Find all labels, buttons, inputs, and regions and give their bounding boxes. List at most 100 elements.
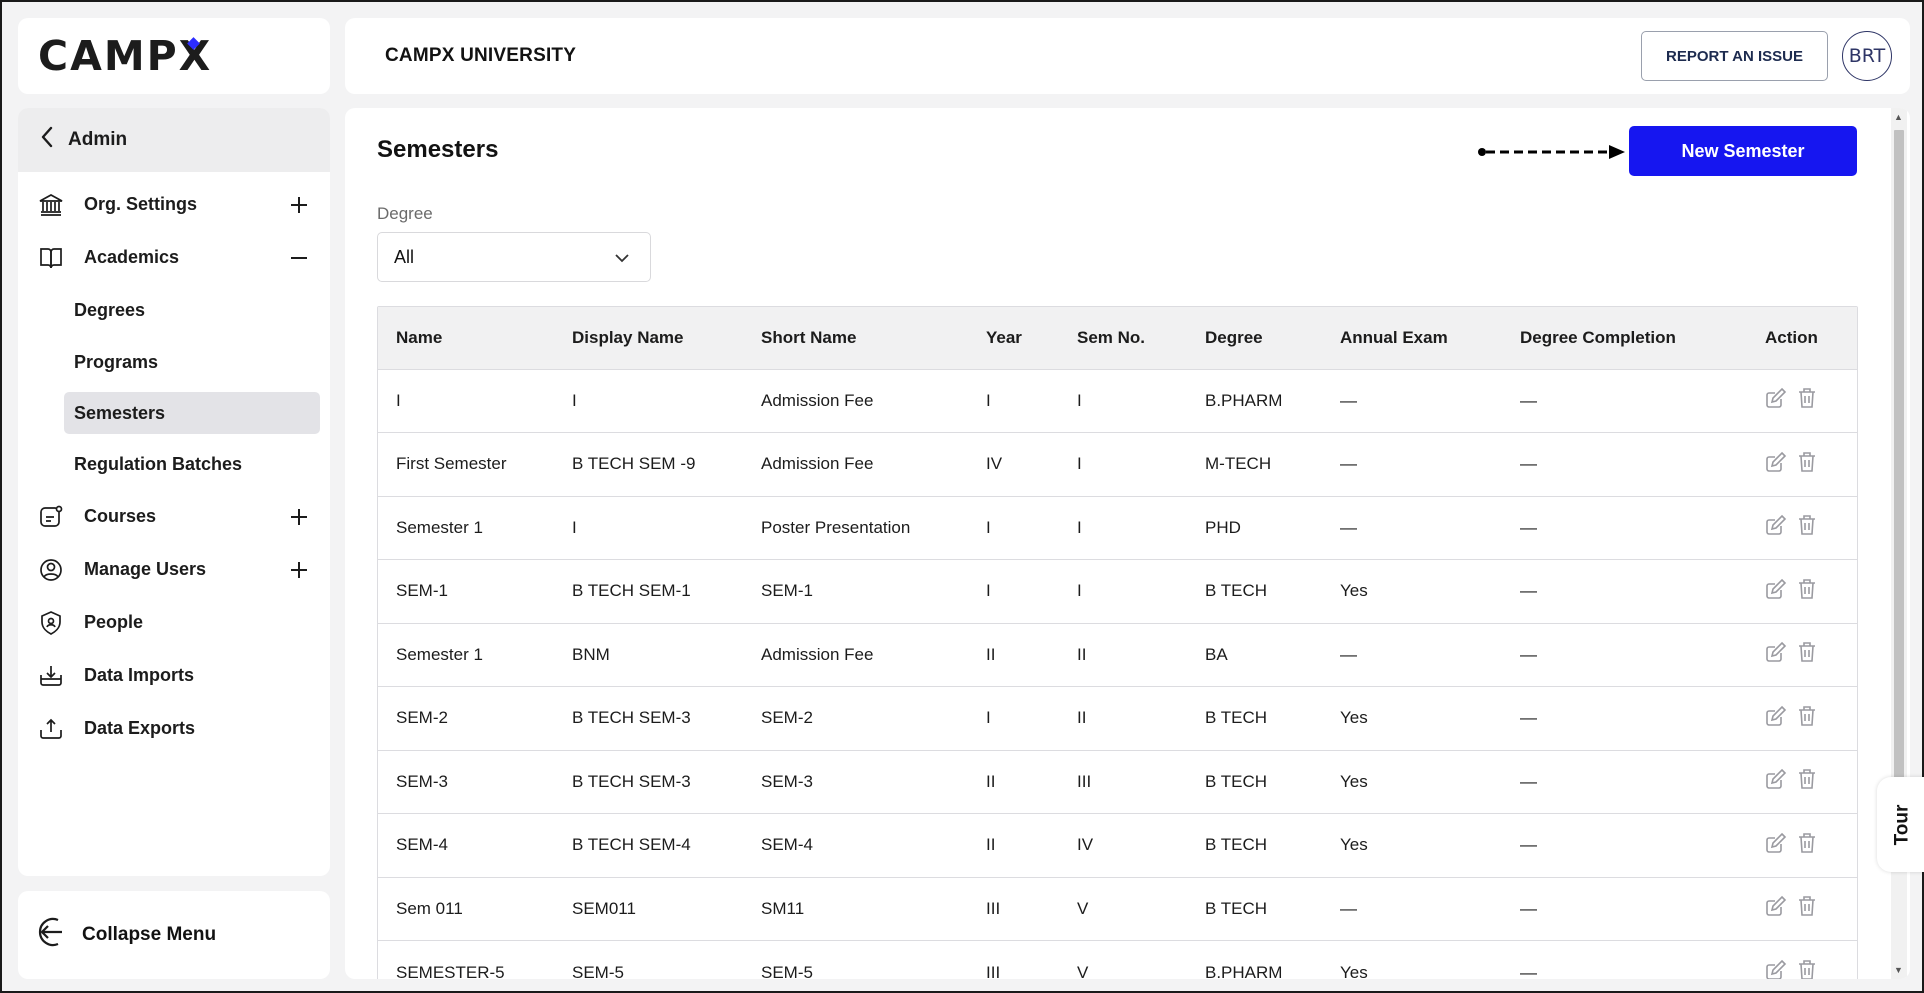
vertical-scrollbar[interactable]: ▲ ▼	[1891, 108, 1907, 979]
sidebar-subitem-semesters[interactable]: Semesters	[64, 392, 320, 434]
page-title: Semesters	[377, 136, 499, 163]
plus-icon[interactable]	[288, 194, 310, 216]
scroll-down-arrow[interactable]: ▼	[1894, 965, 1903, 975]
trash-icon[interactable]	[1797, 832, 1817, 859]
table-cell: I	[1059, 495, 1187, 560]
edit-icon[interactable]	[1765, 641, 1787, 668]
table-cell: III	[1059, 749, 1187, 814]
trash-icon[interactable]	[1797, 451, 1817, 478]
book-open-icon	[38, 245, 64, 271]
minus-icon[interactable]	[288, 247, 310, 269]
table-cell: B.PHARM	[1187, 940, 1322, 979]
sidebar-item-label: Data Imports	[84, 665, 195, 685]
sidebar-subitem-regulation-batches[interactable]: Regulation Batches	[74, 453, 243, 474]
trash-icon[interactable]	[1797, 959, 1817, 979]
trash-icon[interactable]	[1797, 705, 1817, 732]
table-row: SEM-4 B TECH SEM-4 SEM-4 II IV B TECH Yes —	[378, 813, 1857, 877]
trash-icon[interactable]	[1797, 578, 1817, 605]
edit-icon[interactable]	[1765, 832, 1787, 859]
degree-filter-label: Degree	[377, 204, 433, 223]
plus-icon[interactable]	[288, 506, 310, 528]
table-cell: B TECH SEM-4	[554, 813, 743, 877]
sidebar-subitem-programs[interactable]: Programs	[74, 351, 159, 372]
edit-icon[interactable]	[1765, 959, 1787, 979]
admin-back-link[interactable]: Admin	[18, 108, 330, 172]
column-header-annual-exam: Annual Exam	[1322, 307, 1502, 369]
scrollbar-thumb[interactable]	[1894, 130, 1904, 780]
table-cell: M-TECH	[1187, 432, 1322, 496]
table-cell: III	[968, 940, 1059, 979]
shield-user-icon	[38, 610, 64, 636]
column-header-name: Name	[378, 307, 554, 369]
edit-icon[interactable]	[1765, 895, 1787, 922]
edit-icon[interactable]	[1765, 387, 1787, 414]
edit-icon[interactable]	[1765, 451, 1787, 478]
table-cell: SEM-5	[554, 940, 743, 979]
degree-filter-select[interactable]: All	[377, 232, 651, 282]
table-cell: —	[1502, 749, 1747, 814]
sidebar-item-academics[interactable]: Academics	[18, 231, 330, 284]
table-cell: SEM-3	[743, 749, 968, 814]
table-cell: B TECH	[1187, 813, 1322, 877]
table-cell: I	[554, 368, 743, 433]
column-header-display-name: Display Name	[554, 307, 743, 369]
new-semester-button[interactable]: New Semester	[1629, 126, 1857, 176]
user-avatar[interactable]: BRT	[1842, 31, 1892, 81]
top-header: CAMPX UNIVERSITY REPORT AN ISSUE BRT	[345, 18, 1910, 94]
table-cell: —	[1322, 622, 1502, 687]
trash-icon[interactable]	[1797, 387, 1817, 414]
export-icon	[38, 716, 64, 742]
collapse-menu-label: Collapse Menu	[82, 924, 217, 945]
trash-icon[interactable]	[1797, 514, 1817, 541]
sidebar-item-label: People	[84, 612, 144, 632]
table-cell: —	[1502, 813, 1747, 877]
sidebar-item-manage-users[interactable]: Manage Users	[18, 543, 330, 596]
main-content: Semesters New Semester Degree All Name D…	[345, 108, 1910, 979]
table-cell: SEM-2	[378, 686, 554, 750]
table-cell: Poster Presentation	[743, 495, 968, 560]
table-cell: BNM	[554, 622, 743, 687]
report-issue-button[interactable]: REPORT AN ISSUE	[1641, 31, 1828, 81]
edit-icon[interactable]	[1765, 514, 1787, 541]
table-row: SEMESTER-5 SEM-5 SEM-5 III V B.PHARM Yes —	[378, 940, 1857, 979]
plus-icon[interactable]	[288, 559, 310, 581]
trash-icon[interactable]	[1797, 768, 1817, 795]
table-cell: I	[1059, 368, 1187, 433]
edit-icon[interactable]	[1765, 705, 1787, 732]
edit-icon[interactable]	[1765, 578, 1787, 605]
column-header-degree-completion: Degree Completion	[1502, 307, 1747, 369]
table-cell: B TECH	[1187, 686, 1322, 750]
sidebar-item-label: Data Exports	[84, 718, 196, 738]
dashed-arrow-annotation	[1478, 145, 1625, 159]
action-cell	[1747, 368, 1857, 433]
table-row: Semester 1 BNM Admission Fee II II BA — —	[378, 622, 1857, 687]
trash-icon[interactable]	[1797, 641, 1817, 668]
scroll-up-arrow[interactable]: ▲	[1894, 112, 1903, 122]
sidebar-subitem-degrees[interactable]: Degrees	[74, 299, 146, 320]
trash-icon[interactable]	[1797, 895, 1817, 922]
sidebar-item-data-imports[interactable]: Data Imports	[18, 649, 330, 702]
table-cell: —	[1502, 876, 1747, 941]
table-cell: PHD	[1187, 495, 1322, 560]
table-cell: IV	[1059, 813, 1187, 877]
column-header-degree: Degree	[1187, 307, 1322, 369]
table-cell: I	[968, 686, 1059, 750]
edit-icon[interactable]	[1765, 768, 1787, 795]
sidebar-item-people[interactable]: People	[18, 596, 330, 649]
table-cell: I	[968, 559, 1059, 623]
table-cell: B TECH SEM-1	[554, 559, 743, 623]
action-cell	[1747, 876, 1857, 941]
table-row: First Semester B TECH SEM -9 Admission Fee…	[378, 432, 1857, 496]
table-row: I I Admission Fee I I B.PHARM — —	[378, 368, 1857, 433]
table-cell: SEM-4	[743, 813, 968, 877]
table-cell: II	[1059, 686, 1187, 750]
column-header-year: Year	[968, 307, 1059, 369]
table-row: Sem 011 SEM011 SM11 III V B TECH — —	[378, 876, 1857, 941]
sidebar-item-data-exports[interactable]: Data Exports	[18, 702, 330, 755]
tour-button[interactable]: Tour	[1877, 777, 1924, 872]
sidebar-item-courses[interactable]: Courses	[18, 490, 330, 543]
sidebar-item-org-settings[interactable]: Org. Settings	[18, 178, 330, 231]
sidebar: Admin Org. Settings Academics Degrees Pr…	[18, 108, 330, 876]
collapse-menu-button[interactable]: Collapse Menu	[18, 891, 330, 979]
table-cell: I	[968, 495, 1059, 560]
